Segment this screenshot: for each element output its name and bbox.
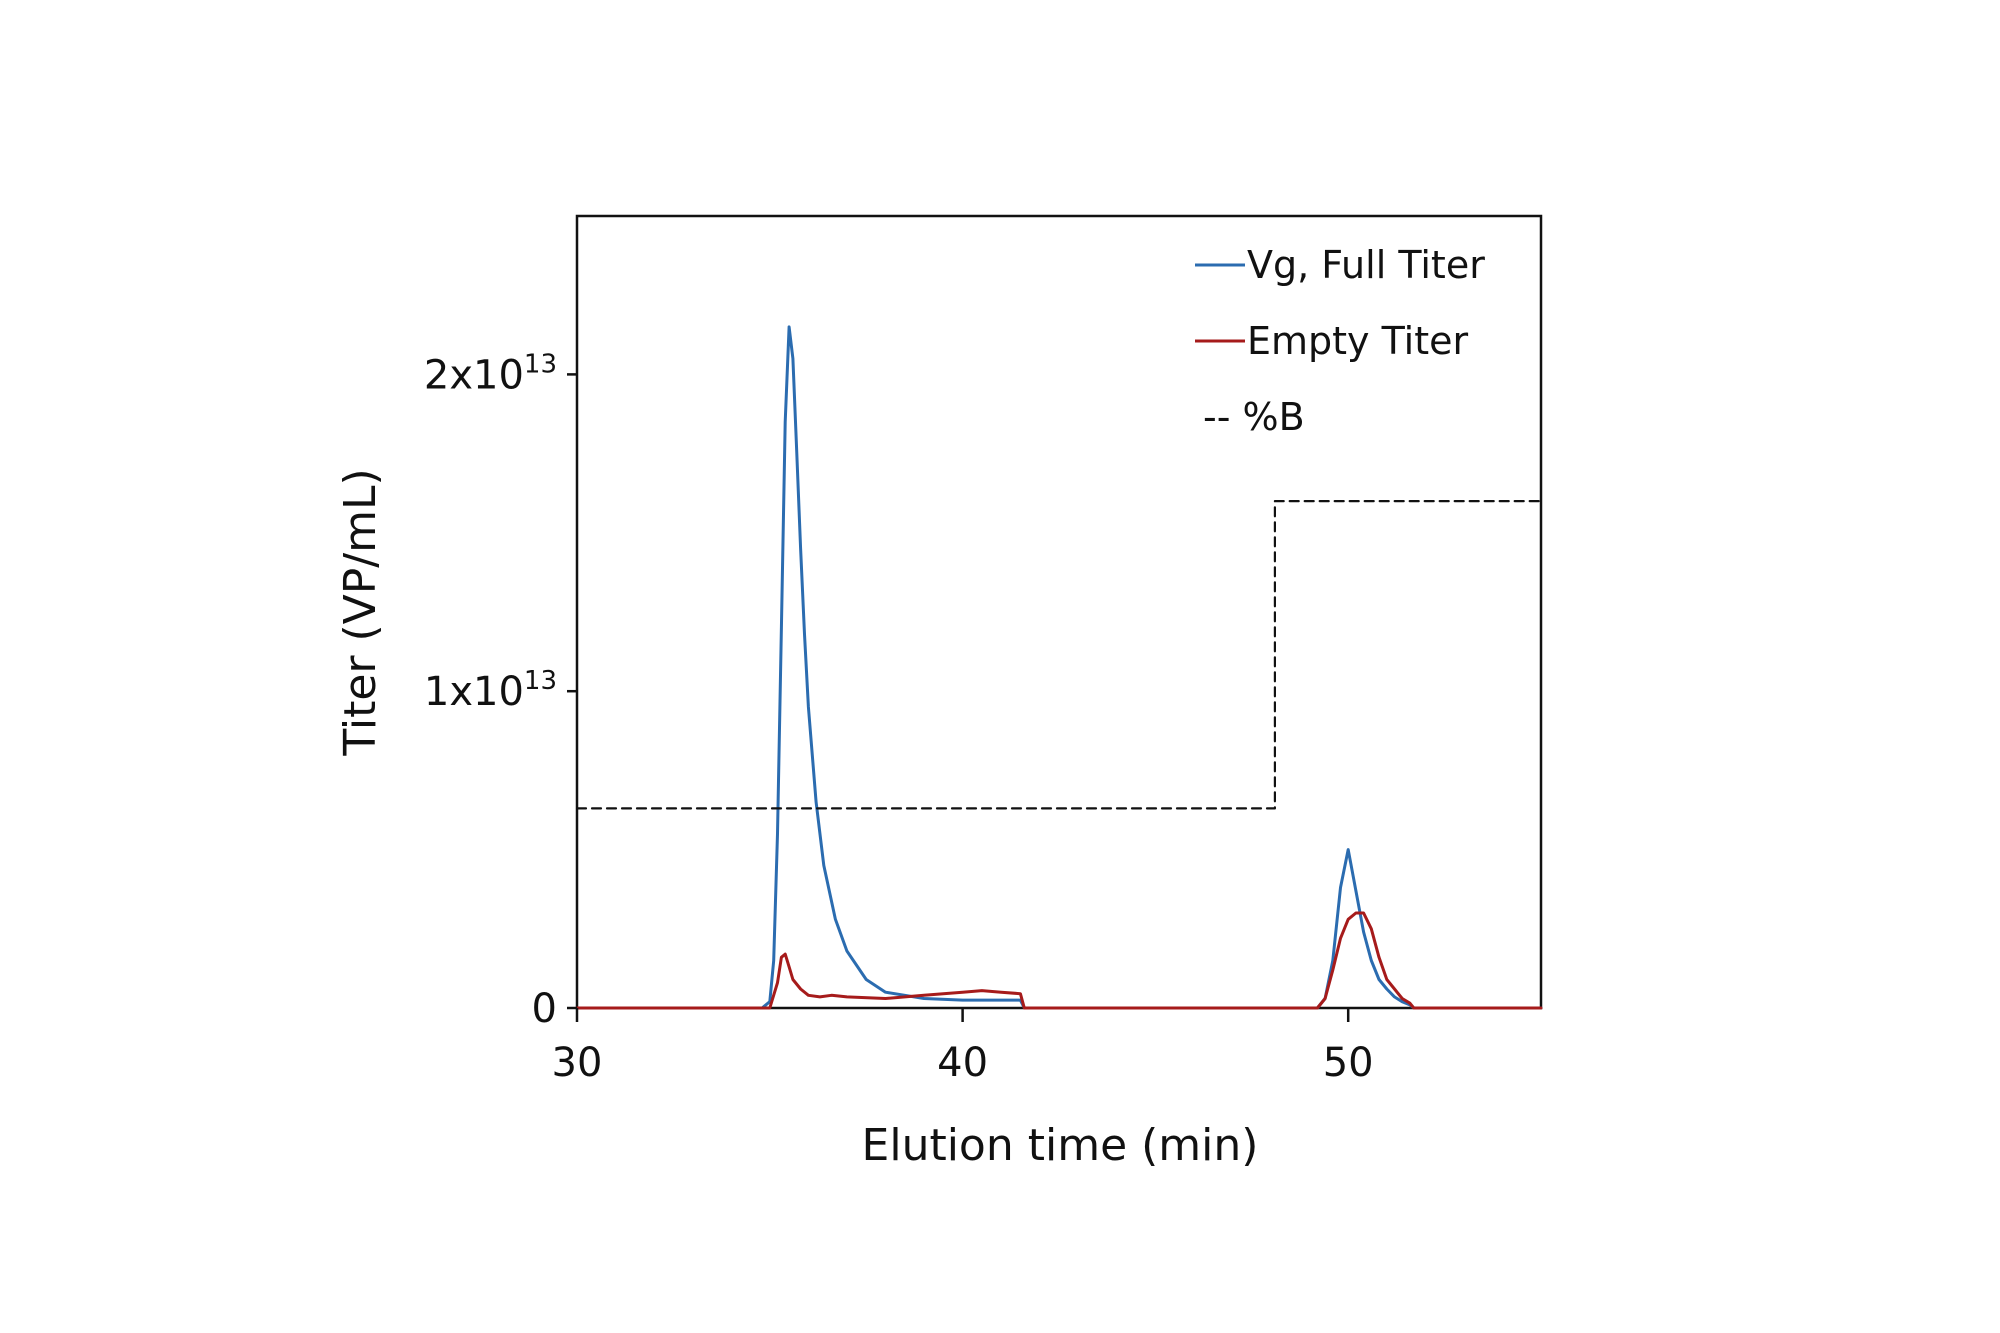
- series-line-1: [577, 913, 1541, 1008]
- y-axis-title: Titer (VP/mL): [335, 468, 386, 756]
- y-tick-label-0: 0: [532, 986, 557, 1032]
- x-tick-label-0: 30: [552, 1040, 603, 1086]
- legend-label-0: Vg, Full Titer: [1247, 243, 1485, 287]
- series-layer: [577, 327, 1541, 1008]
- y-tick-label-1: 1x1013: [424, 666, 557, 715]
- x-tick-label-2: 50: [1323, 1040, 1374, 1086]
- series-line-2: [577, 501, 1541, 808]
- y-tick-label-2: 2x1013: [424, 349, 557, 398]
- ticks-layer: 30 40 50 0 1x1013 2x1013: [424, 349, 1374, 1086]
- legend: Vg, Full Titer Empty Titer -- %B: [1195, 243, 1485, 439]
- x-axis-title: Elution time (min): [862, 1120, 1259, 1171]
- legend-label-2: -- %B: [1203, 395, 1305, 439]
- series-line-0: [577, 327, 1541, 1008]
- x-tick-label-1: 40: [937, 1040, 988, 1086]
- legend-label-1: Empty Titer: [1247, 319, 1468, 363]
